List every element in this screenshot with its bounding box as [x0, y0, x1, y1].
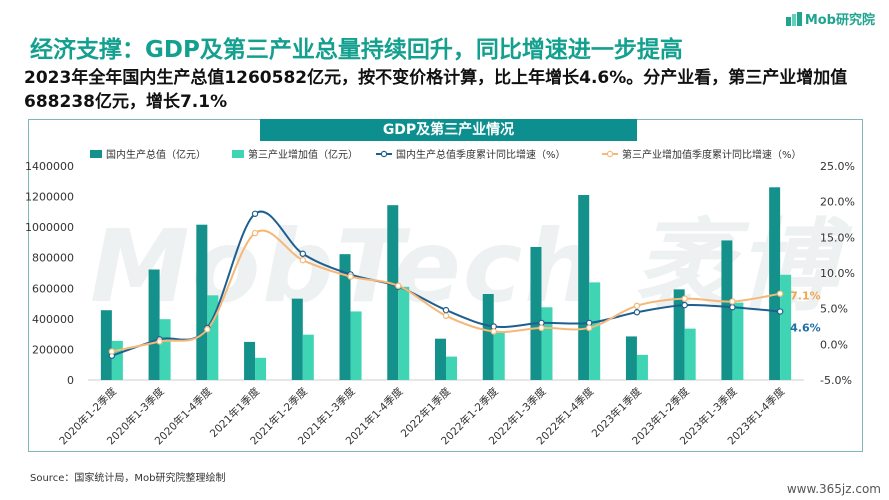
y-tick-right: 5.0% [820, 303, 848, 316]
y-tick-right: 0.0% [820, 338, 848, 351]
point-tertiary-growth [347, 273, 354, 280]
bar-gdp [625, 336, 637, 380]
end-label-tertiary: 7.1% [790, 290, 821, 303]
bar-tertiary [493, 332, 505, 380]
page-title: 经济支撑：GDP及第三产业总量持续回升，同比增速进一步提高 [30, 37, 683, 63]
end-label-gdp: 4.6% [790, 322, 821, 335]
point-tertiary-growth [633, 302, 641, 310]
point-tertiary-growth [776, 290, 784, 297]
y-tick-left: 1200000 [25, 191, 74, 204]
legend-label-gdp-growth: 国内生产总值季度累计同比增速（%） [396, 148, 566, 161]
point-gdp-growth [729, 304, 736, 311]
page-subtitle: 2023年全年国内生产总值1260582亿元，按不变价格计算，比上年增长4.6%… [24, 68, 848, 112]
legend-label-tertiary-growth: 第三产业增加值季度累计同比增速（%） [622, 148, 802, 161]
point-gdp-growth [681, 301, 688, 309]
y-tick-left: 600000 [32, 282, 74, 295]
y-tick-right: 15.0% [820, 231, 855, 244]
bar-tertiary [111, 340, 123, 380]
bar-tertiary [589, 282, 601, 380]
bar-tertiary [636, 354, 648, 380]
bar-gdp [339, 254, 351, 380]
bar-gdp [291, 298, 303, 380]
legend-swatch-tertiary [232, 150, 244, 158]
bar-tertiary [541, 307, 553, 380]
point-tertiary-growth [586, 324, 593, 332]
legend-label-tertiary: 第三产业增加值（亿元） [248, 148, 358, 161]
bar-tertiary [302, 334, 314, 380]
point-gdp-growth [633, 309, 641, 316]
y-tick-right: 25.0% [820, 160, 855, 173]
y-tick-right: -5.0% [820, 374, 852, 387]
point-tertiary-growth [490, 328, 497, 335]
legend-marker-gdp-growth [380, 150, 388, 158]
point-tertiary-growth [729, 298, 736, 305]
point-gdp-growth [299, 250, 306, 257]
bar-gdp [482, 293, 494, 380]
bar-tertiary [255, 357, 267, 380]
y-tick-left: 800000 [32, 252, 74, 265]
bar-tertiary [780, 274, 792, 380]
source-note: Source：国家统计局，Mob研究院整理绘制 [30, 473, 226, 484]
point-tertiary-growth [204, 326, 211, 333]
bar-gdp [435, 338, 446, 380]
bar-gdp [721, 240, 733, 380]
point-gdp-growth [442, 306, 450, 314]
chart-title: GDP及第三产业情况 [260, 119, 637, 141]
bar-tertiary [207, 295, 219, 380]
y-tick-left: 200000 [32, 343, 74, 356]
bar-tertiary [159, 319, 171, 380]
point-tertiary-growth [681, 295, 688, 302]
logo-icon [785, 11, 802, 26]
brand-logo: Mob研究院 [785, 9, 875, 28]
legend-label-gdp: 国内生产总值（亿元） [106, 148, 206, 161]
bar-gdp [100, 310, 112, 380]
point-tertiary-growth [299, 256, 306, 264]
point-gdp-growth [251, 210, 259, 217]
bar-gdp [244, 341, 256, 380]
bar-tertiary [446, 356, 457, 380]
bar-tertiary [732, 302, 744, 380]
point-gdp-growth [776, 308, 784, 315]
point-tertiary-growth [442, 312, 450, 319]
bar-gdp [769, 187, 781, 380]
y-tick-right: 10.0% [820, 267, 855, 280]
line-tertiary-growth [111, 229, 781, 353]
bar-gdp [578, 195, 590, 380]
bar-tertiary [398, 286, 410, 380]
y-tick-left: 1000000 [25, 221, 74, 234]
point-tertiary-growth [251, 229, 259, 237]
bar-tertiary [684, 328, 696, 380]
bar-gdp [530, 246, 542, 380]
bar-tertiary [350, 311, 362, 380]
point-tertiary-growth [156, 338, 163, 345]
bar-gdp [673, 289, 685, 380]
point-tertiary-growth [538, 324, 545, 332]
y-tick-right: 20.0% [820, 196, 855, 209]
line-gdp-growth [111, 210, 781, 357]
site-watermark: www.365jz.com [786, 482, 881, 496]
legend-marker-tertiary-growth [606, 150, 614, 158]
y-tick-left: 1400000 [25, 160, 74, 173]
bar-gdp [196, 224, 208, 380]
point-tertiary-growth [108, 348, 116, 355]
bar-gdp [148, 269, 160, 380]
bar-gdp [387, 205, 399, 380]
y-tick-left: 0 [67, 374, 74, 387]
logo-text: Mob研究院 [804, 13, 875, 28]
legend-swatch-gdp [90, 150, 102, 158]
y-tick-left: 400000 [32, 313, 74, 326]
point-tertiary-growth [395, 282, 402, 290]
